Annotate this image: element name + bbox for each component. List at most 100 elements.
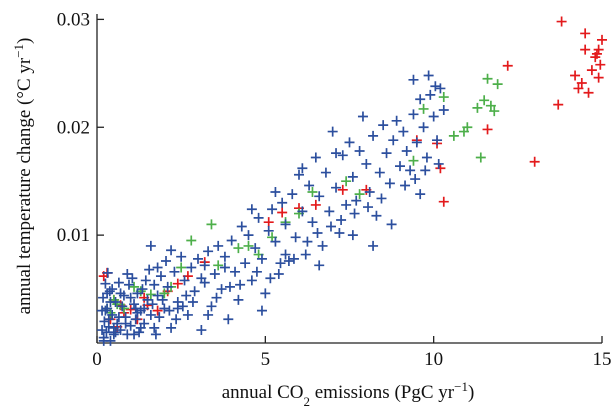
data-point: [206, 219, 217, 230]
data-point: [159, 288, 170, 299]
data-point: [347, 171, 358, 182]
data-point: [317, 240, 328, 251]
data-point: [405, 165, 416, 176]
y-tick-label: 0.02: [57, 117, 90, 138]
data-point: [448, 130, 459, 141]
data-point: [219, 251, 230, 262]
data-point: [103, 314, 114, 325]
data-point: [354, 145, 365, 156]
data-point: [145, 289, 156, 300]
data-point: [263, 217, 274, 228]
data-point: [472, 102, 483, 113]
data-point: [129, 281, 140, 292]
x-tick-label: 10: [424, 349, 443, 370]
data-point: [438, 92, 449, 103]
data-point: [147, 299, 158, 310]
data-point: [186, 262, 197, 273]
data-point: [304, 180, 315, 191]
data-point: [297, 163, 308, 174]
y-tick-label: 0.01: [57, 225, 90, 246]
data-point: [475, 152, 486, 163]
data-point: [593, 44, 604, 55]
data-point: [368, 130, 379, 141]
data-point: [273, 268, 284, 279]
data-point: [256, 305, 267, 316]
data-point: [336, 215, 347, 226]
data-point: [265, 273, 276, 284]
data-point: [172, 303, 183, 314]
data-point: [263, 225, 274, 236]
data-point: [386, 219, 397, 230]
data-point: [570, 70, 581, 81]
data-point: [302, 236, 313, 247]
data-point: [172, 278, 183, 289]
data-point: [102, 267, 113, 278]
data-point: [341, 176, 352, 187]
data-point: [310, 152, 321, 163]
data-point: [310, 199, 321, 210]
data-point: [314, 191, 325, 202]
data-point: [277, 207, 288, 218]
data-point: [211, 292, 222, 303]
data-point: [162, 281, 173, 292]
data-point: [144, 264, 155, 275]
data-point: [410, 174, 421, 185]
x-tick-label: 0: [92, 349, 102, 370]
data-point: [479, 95, 490, 106]
data-point: [203, 246, 214, 257]
data-point: [381, 148, 392, 159]
data-point: [595, 59, 606, 70]
data-point: [580, 44, 591, 55]
data-point: [250, 243, 261, 254]
axes: 0 5 10 15 0.01 0.02 0.03: [57, 9, 612, 370]
data-point: [189, 286, 200, 297]
data-point: [166, 245, 177, 256]
data-point: [438, 196, 449, 207]
data-point: [193, 253, 203, 264]
data-point: [246, 275, 257, 286]
data-point: [423, 70, 434, 81]
data-point: [260, 288, 271, 299]
data-point: [573, 83, 584, 94]
data-point: [388, 135, 399, 146]
data-point: [125, 320, 136, 331]
data-point: [209, 268, 220, 279]
data-point: [236, 221, 247, 232]
data-point: [137, 284, 148, 295]
data-point: [176, 251, 187, 262]
data-point: [122, 268, 133, 279]
y-axis-label: annual temperature change (°C yr−1): [11, 38, 36, 315]
data-point: [341, 199, 352, 210]
data-point: [363, 202, 374, 213]
data-point: [489, 106, 500, 117]
data-point: [280, 219, 291, 230]
data-markers: [97, 16, 607, 346]
data-point: [224, 281, 235, 292]
data-point: [157, 294, 168, 305]
data-point: [149, 279, 160, 290]
data-point: [529, 156, 540, 167]
data-point: [149, 322, 160, 333]
data-point: [256, 253, 267, 264]
data-point: [145, 309, 156, 320]
data-point: [408, 155, 419, 166]
data-point: [108, 322, 119, 333]
data-point: [462, 122, 473, 133]
data-point: [99, 316, 110, 327]
data-point: [270, 186, 281, 197]
data-point: [597, 34, 607, 45]
data-point: [135, 322, 146, 333]
data-point: [294, 169, 304, 180]
data-point: [154, 312, 165, 323]
data-point: [351, 195, 362, 206]
data-point: [408, 74, 419, 85]
data-point: [430, 81, 441, 92]
x-axis-label: annual CO2 emissions (PgC yr−1): [222, 379, 475, 409]
data-point: [277, 197, 288, 208]
data-point: [485, 100, 496, 111]
data-point: [307, 217, 318, 228]
data-point: [331, 148, 342, 159]
data-point: [113, 277, 124, 288]
data-point: [376, 193, 387, 204]
